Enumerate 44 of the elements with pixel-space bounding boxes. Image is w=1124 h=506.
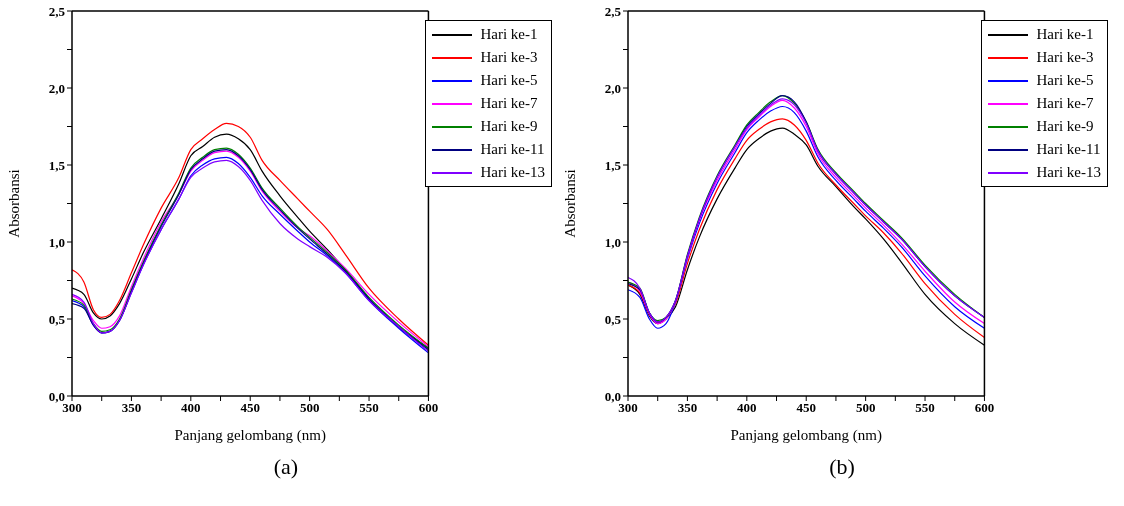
legend-label: Hari ke-13 bbox=[1036, 164, 1101, 181]
y-tick-label: 0,5 bbox=[604, 311, 622, 327]
x-tick-label: 350 bbox=[121, 400, 142, 416]
legend-label: Hari ke-5 bbox=[480, 72, 538, 89]
x-tick-label: 550 bbox=[915, 400, 935, 416]
x-tick-label: 300 bbox=[618, 400, 638, 416]
x-tick-label: 400 bbox=[181, 400, 201, 416]
legend-label: Hari ke-3 bbox=[480, 49, 538, 66]
y-axis-title: Absorbansi bbox=[562, 169, 579, 238]
legend-label: Hari ke-13 bbox=[480, 164, 545, 181]
legend-label: Hari ke-1 bbox=[1036, 26, 1094, 43]
x-tick-label: 500 bbox=[299, 400, 320, 416]
y-tick-label: 1,5 bbox=[48, 157, 66, 173]
legend-label: Hari ke-5 bbox=[1036, 72, 1094, 89]
legend-label: Hari ke-7 bbox=[1036, 95, 1094, 112]
x-axis-title: Panjang gelombang (nm) bbox=[174, 427, 327, 444]
x-tick-label: 600 bbox=[418, 400, 439, 416]
y-tick-label: 0,0 bbox=[48, 388, 65, 404]
y-tick-label: 2,0 bbox=[48, 80, 65, 96]
y-tick-label: 1,0 bbox=[48, 234, 65, 250]
legend-label: Hari ke-7 bbox=[480, 95, 538, 112]
text: (a) bbox=[272, 454, 300, 480]
legend-label: Hari ke-9 bbox=[480, 118, 538, 135]
x-tick-label: 550 bbox=[359, 400, 379, 416]
legend-label: Hari ke-1 bbox=[480, 26, 538, 43]
x-tick-label: 300 bbox=[62, 400, 82, 416]
legend-label: Hari ke-11 bbox=[480, 141, 545, 158]
y-tick-label: 1,0 bbox=[604, 234, 621, 250]
x-axis-title: Panjang gelombang (nm) bbox=[730, 427, 883, 444]
x-tick-label: 600 bbox=[974, 400, 995, 416]
y-axis-title: Absorbansi bbox=[6, 169, 23, 238]
y-tick-label: 0,5 bbox=[48, 311, 66, 327]
legend-label: Hari ke-11 bbox=[1036, 141, 1101, 158]
y-tick-label: 2,0 bbox=[604, 80, 621, 96]
x-tick-label: 450 bbox=[796, 400, 816, 416]
text: (b) bbox=[828, 454, 856, 480]
x-tick-label: 350 bbox=[677, 400, 698, 416]
x-tick-label: 400 bbox=[737, 400, 757, 416]
legend-label: Hari ke-3 bbox=[1036, 49, 1094, 66]
y-tick-label: 1,5 bbox=[604, 157, 622, 173]
x-tick-label: 500 bbox=[855, 400, 876, 416]
legend-label: Hari ke-9 bbox=[1036, 118, 1094, 135]
y-tick-label: 0,0 bbox=[604, 388, 621, 404]
x-tick-label: 450 bbox=[240, 400, 260, 416]
